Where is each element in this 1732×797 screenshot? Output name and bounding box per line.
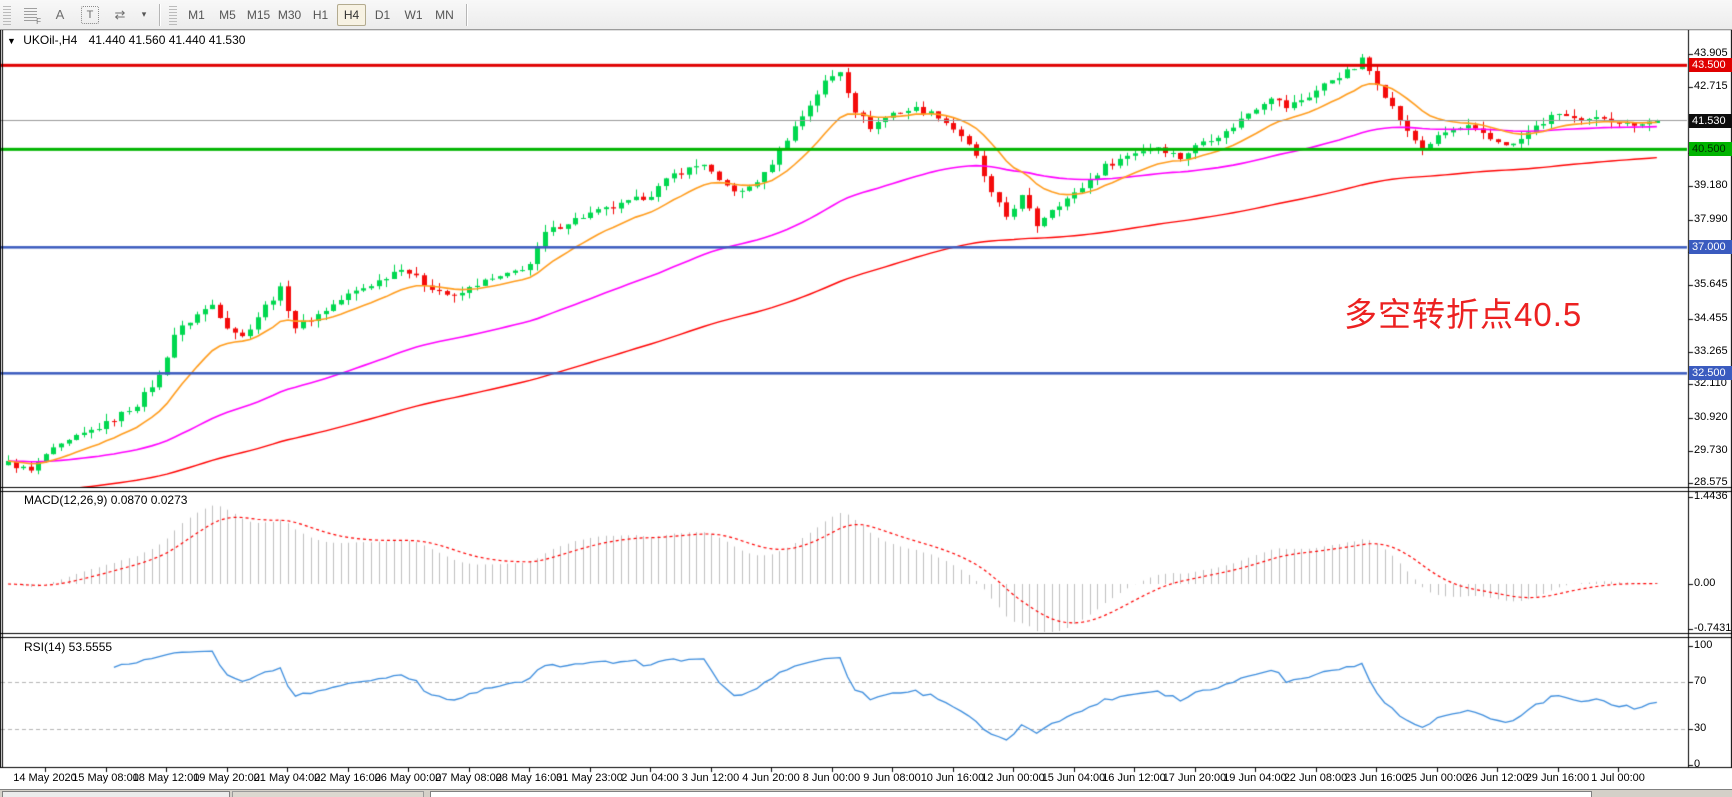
arrange-dropdown-caret[interactable]: ▾ xyxy=(141,9,147,19)
timeframe-button-M15[interactable]: M15 xyxy=(246,7,271,22)
time-tick-label[interactable]: 27 May 08:00 xyxy=(435,772,502,784)
timeframe-button-M30[interactable]: M30 xyxy=(277,7,302,22)
time-tick-label[interactable]: 10 Jun 16:00 xyxy=(920,772,985,784)
time-tick-label[interactable]: 26 Jun 12:00 xyxy=(1465,772,1529,784)
timeframe-button-W1[interactable]: W1 xyxy=(404,7,423,22)
price-badge: 40.500 xyxy=(1689,142,1732,157)
price-tick-label: 29.730 xyxy=(1694,443,1728,456)
price-tick-label: 39.180 xyxy=(1694,179,1728,192)
price-badge: 43.500 xyxy=(1689,58,1732,73)
bottom-tab-2[interactable] xyxy=(232,791,424,797)
symbol-title: UKOil-,H4 xyxy=(23,33,78,47)
price-tick-label: 30.920 xyxy=(1694,410,1728,423)
rsi-tick-label: 30 xyxy=(1694,722,1707,735)
grid-dots-glyph xyxy=(23,8,37,21)
time-tick-label[interactable]: 1 Jul 00:00 xyxy=(1591,772,1645,784)
font-icon[interactable]: A xyxy=(55,7,65,22)
rsi-label: RSI(14) 53.5555 xyxy=(24,640,113,654)
time-tick-label[interactable]: 9 Jun 08:00 xyxy=(863,772,921,784)
time-tick-label[interactable]: 19 May 20:00 xyxy=(193,772,260,784)
timeframe-button-M1[interactable]: M1 xyxy=(188,7,205,22)
price-tick-label: 34.455 xyxy=(1694,311,1728,324)
annotation-text[interactable]: 多空转折点40.5 xyxy=(1344,296,1583,333)
time-tick-label[interactable]: 25 Jun 00:00 xyxy=(1404,772,1469,784)
timeframe-button-MN[interactable]: MN xyxy=(435,7,454,22)
toolbar-grip-2[interactable] xyxy=(169,4,177,25)
timeframe-button-H1[interactable]: H1 xyxy=(312,7,329,22)
price-tick-label: 43.905 xyxy=(1694,47,1728,59)
time-tick-label[interactable]: 15 May 08:00 xyxy=(72,772,139,784)
symbol-dropdown-arrow[interactable]: ▼ xyxy=(7,36,16,46)
toolbar-separator xyxy=(159,3,160,26)
timeframe-button-M5[interactable]: M5 xyxy=(219,7,236,22)
rsi-tick-label: 70 xyxy=(1694,674,1707,687)
time-tick-label[interactable]: 23 Jun 16:00 xyxy=(1344,772,1408,784)
grid-f-glyph: F xyxy=(36,16,41,26)
time-tick-label[interactable]: 28 May 16:00 xyxy=(495,772,563,784)
object-tools-group: F A T ⇄ ▾ xyxy=(15,0,153,29)
price-badge: 37.000 xyxy=(1689,240,1732,255)
time-tick-label[interactable]: 31 May 23:00 xyxy=(556,772,623,784)
arrange-arrows-icon[interactable]: ⇄ xyxy=(114,6,126,22)
price-tick-label: 37.990 xyxy=(1694,212,1728,225)
time-tick-label[interactable]: 26 May 00:00 xyxy=(374,772,442,784)
time-tick-label[interactable]: 14 May 2020 xyxy=(13,772,77,784)
toolbar: F A T ⇄ ▾ M1 M5 M15 M30 H1 H4 D1 W1 MN xyxy=(0,0,1732,30)
time-tick-label[interactable]: 21 May 04:00 xyxy=(253,772,321,784)
timeframe-button-H4[interactable]: H4 xyxy=(337,3,366,26)
indicators-grid-icon[interactable]: F xyxy=(17,3,43,27)
time-tick-label[interactable]: 22 May 16:00 xyxy=(314,772,381,784)
time-tick-label[interactable]: 12 Jun 00:00 xyxy=(981,772,1045,784)
time-tick-label[interactable]: 16 Jun 12:00 xyxy=(1102,772,1166,784)
macd-tick-label: 1.4436 xyxy=(1694,490,1728,502)
price-tick-label: 33.265 xyxy=(1694,344,1728,357)
text-label-icon[interactable]: T xyxy=(81,5,99,24)
time-tick-label[interactable]: 19 Jun 04:00 xyxy=(1223,772,1287,784)
time-tick-label[interactable]: 8 Jun 00:00 xyxy=(802,772,861,784)
time-tick-label[interactable]: 3 Jun 12:00 xyxy=(681,772,740,784)
price-tick-label: 35.645 xyxy=(1694,278,1728,291)
toolbar-grip[interactable] xyxy=(3,4,11,25)
rsi-tick-label: 0 xyxy=(1694,758,1701,770)
price-tick-label: 28.575 xyxy=(1694,476,1728,489)
bottom-panel-edge xyxy=(430,791,1592,797)
time-tick-label[interactable]: 18 May 12:00 xyxy=(132,772,200,784)
ohlc-values: 41.440 41.560 41.440 41.530 xyxy=(88,33,246,47)
bottom-tab-1[interactable] xyxy=(2,791,230,797)
macd-tick-label: -0.7431 xyxy=(1694,621,1732,634)
time-tick-label[interactable]: 2 Jun 04:00 xyxy=(621,772,679,784)
bottom-tabs-strip xyxy=(0,789,1732,797)
price-badge: 32.500 xyxy=(1689,366,1732,381)
time-tick-label[interactable]: 17 Jun 20:00 xyxy=(1162,772,1227,784)
price-tick-label: 42.715 xyxy=(1694,80,1728,93)
chart-title: ▼ UKOil-,H4 41.440 41.560 41.440 41.530 xyxy=(7,33,245,47)
price-badge: 41.530 xyxy=(1689,113,1732,128)
timeframe-buttons: M1 M5 M15 M30 H1 H4 D1 W1 MN xyxy=(181,0,460,29)
macd-label: MACD(12,26,9) 0.0870 0.0273 xyxy=(24,493,188,507)
time-tick-label[interactable]: 15 Jun 04:00 xyxy=(1041,772,1106,784)
macd-tick-label: 0.00 xyxy=(1694,577,1716,589)
timeframe-button-D1[interactable]: D1 xyxy=(374,7,391,22)
time-tick-label[interactable]: 29 Jun 16:00 xyxy=(1525,772,1590,784)
toolbar-separator-2 xyxy=(466,3,467,26)
rsi-tick-label: 100 xyxy=(1694,639,1713,651)
time-tick-label[interactable]: 4 Jun 20:00 xyxy=(742,772,800,784)
time-tick-label[interactable]: 22 Jun 08:00 xyxy=(1283,772,1348,784)
